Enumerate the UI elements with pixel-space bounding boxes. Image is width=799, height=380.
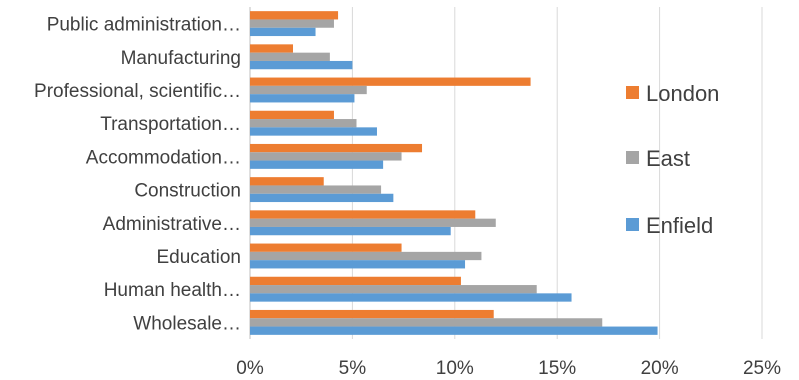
bar-london-3 — [250, 210, 476, 219]
category-label-5: Accommodation… — [86, 147, 241, 168]
category-label-2: Education — [156, 247, 241, 268]
x-tick-label-0: 0% — [236, 358, 264, 379]
bar-london-7 — [250, 77, 531, 86]
bar-east-9 — [250, 19, 334, 28]
x-tick-labels: 0% 5% 10% 15% 20% 25% — [236, 358, 781, 379]
legend-swatch-enfield — [626, 218, 639, 231]
bar-london-1 — [250, 276, 461, 286]
x-tick-label-4: 20% — [641, 358, 679, 379]
category-label-0: Wholesale… — [133, 313, 241, 334]
bar-enfield-7 — [250, 94, 355, 103]
x-tick-label-5: 25% — [743, 358, 781, 379]
bar-london-0 — [250, 309, 494, 319]
bar-east-4 — [250, 185, 382, 194]
bar-enfield-3 — [250, 226, 451, 236]
bar-east-8 — [250, 52, 330, 61]
bar-london-6 — [250, 110, 334, 120]
legend-label-enfield: Enfield — [646, 213, 713, 238]
x-tick-label-1: 5% — [339, 358, 367, 379]
bar-london-5 — [250, 143, 423, 153]
bar-enfield-0 — [250, 326, 658, 335]
bar-east-6 — [250, 119, 357, 128]
bar-enfield-1 — [250, 293, 572, 302]
category-label-6: Transportation… — [100, 114, 241, 135]
bar-enfield-8 — [250, 60, 353, 70]
bar-enfield-5 — [250, 160, 384, 169]
legend-label-east: East — [646, 146, 690, 171]
category-label-9: Public administration… — [47, 15, 241, 36]
bar-east-2 — [250, 251, 482, 261]
legend-swatch-east — [626, 151, 639, 164]
bar-east-5 — [250, 152, 402, 161]
bar-london-9 — [250, 11, 339, 20]
legend-label-london: London — [646, 81, 719, 106]
bar-london-2 — [250, 243, 402, 252]
bar-enfield-9 — [250, 27, 316, 37]
bar-london-8 — [250, 44, 294, 53]
category-label-3: Administrative… — [103, 214, 241, 235]
bar-east-1 — [250, 285, 537, 294]
bar-enfield-4 — [250, 193, 394, 203]
legend: London East Enfield — [626, 81, 719, 238]
category-labels: Wholesale… Human health… Education Administ… — [34, 15, 241, 335]
category-label-4: Construction — [134, 181, 241, 202]
bar-east-0 — [250, 318, 603, 327]
bar-east-3 — [250, 218, 496, 227]
bar-enfield-6 — [250, 127, 377, 136]
x-tick-label-3: 15% — [538, 358, 576, 379]
bar-london-4 — [250, 177, 324, 186]
bars — [250, 11, 658, 335]
category-label-7: Professional, scientific… — [34, 81, 241, 102]
bar-east-7 — [250, 85, 367, 95]
category-label-1: Human health… — [104, 280, 241, 301]
bar-enfield-2 — [250, 260, 466, 269]
legend-swatch-london — [626, 86, 639, 99]
category-label-8: Manufacturing — [121, 48, 241, 69]
x-tick-label-2: 10% — [436, 358, 474, 379]
